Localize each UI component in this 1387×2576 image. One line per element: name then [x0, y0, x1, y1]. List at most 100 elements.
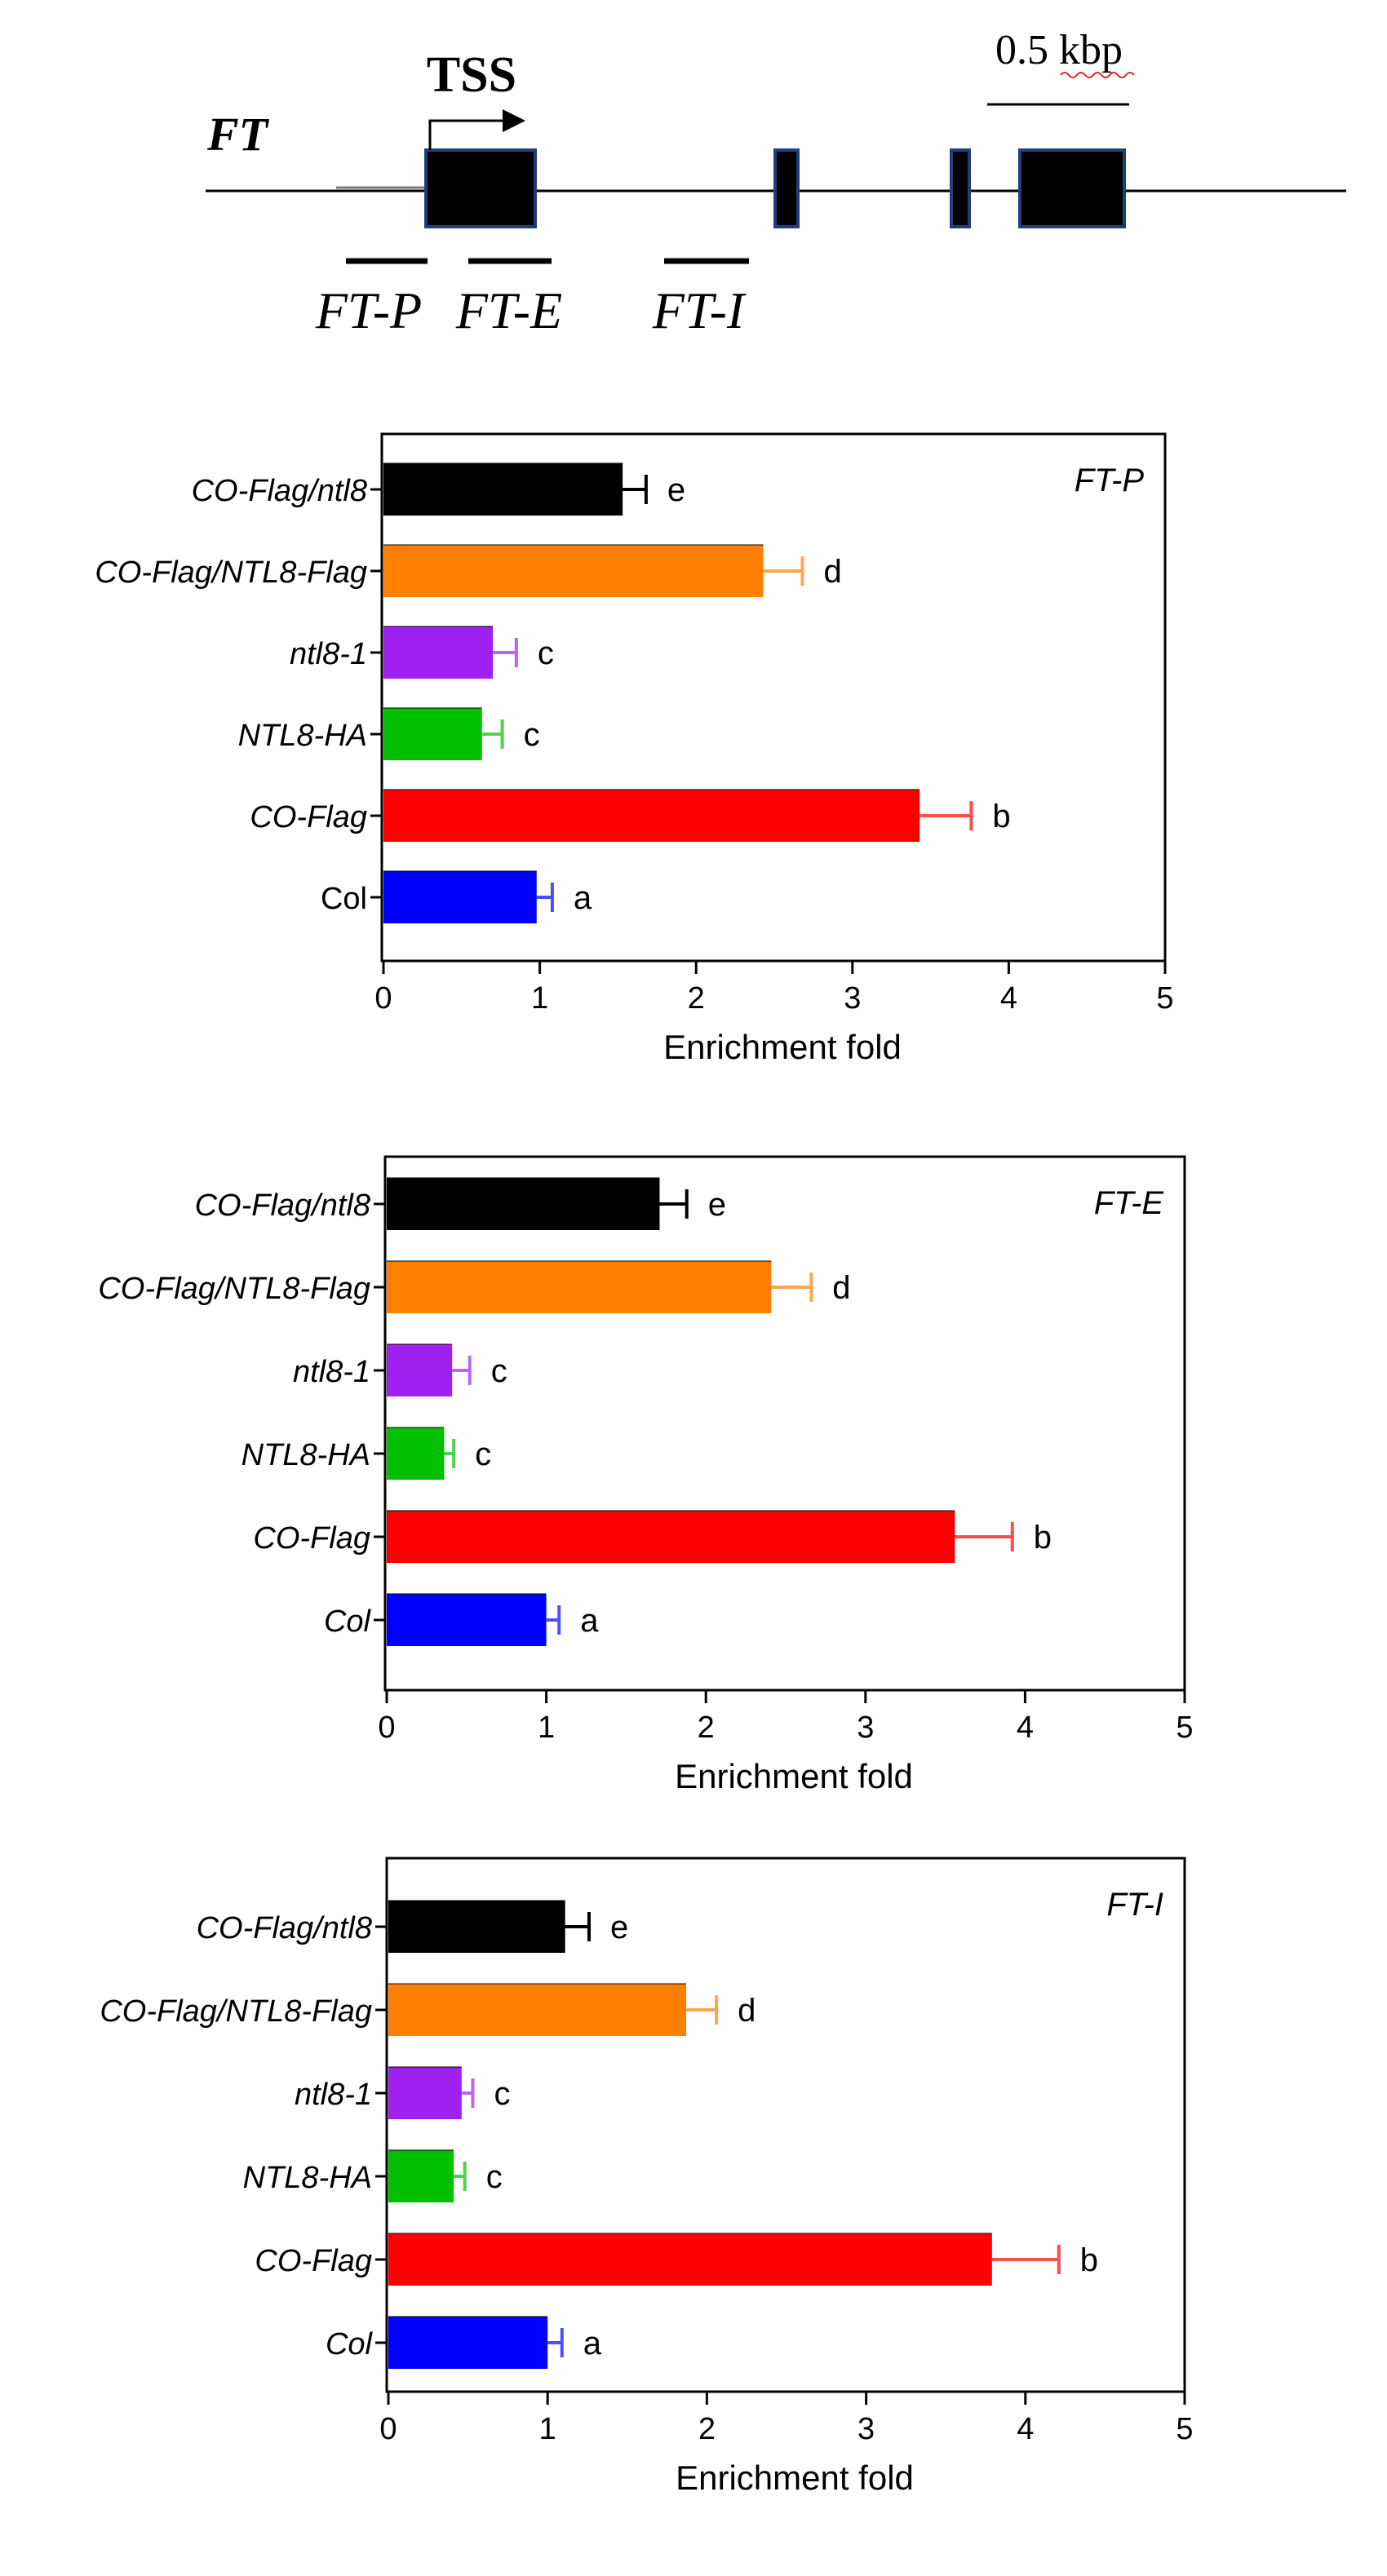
x-tick-label: 0 [378, 1711, 395, 1745]
chart-title: FT-I [1106, 1887, 1163, 1923]
region-label-ft-p: FT-P [315, 281, 422, 339]
x-tick-label: 5 [1176, 2412, 1193, 2446]
bar [388, 2317, 548, 2369]
significance-label: c [524, 717, 540, 753]
significance-label: c [491, 1353, 507, 1389]
plot-frame [383, 1155, 1186, 1692]
bar [383, 790, 920, 842]
significance-label: a [580, 1603, 599, 1639]
significance-label: a [574, 880, 592, 916]
significance-label: d [832, 1270, 850, 1306]
category-label: CO-Flag/NTL8-Flag [100, 1994, 372, 2029]
bar [383, 708, 482, 760]
category-label: Col [321, 882, 367, 916]
bar [387, 1511, 955, 1563]
bar [383, 463, 623, 516]
x-axis-label: Enrichment fold [663, 1028, 902, 1066]
exon-3 [950, 148, 971, 228]
category-label: NTL8-HA [242, 1438, 370, 1472]
category-label: NTL8-HA [243, 2161, 372, 2195]
charts: FT-P CO-Flag/ntl8 e CO-Flag/NTL8-Flag d ntl8-… [95, 432, 1194, 2497]
x-tick-label: 1 [539, 2412, 556, 2446]
bar [387, 1427, 445, 1480]
category-label: NTL8-HA [238, 719, 367, 753]
x-tick-label: 4 [1017, 2412, 1034, 2446]
x-tick-label: 5 [1176, 1711, 1193, 1745]
significance-label: c [494, 2076, 510, 2112]
x-tick-label: 2 [688, 981, 705, 1016]
significance-label: c [486, 2159, 503, 2195]
exon-4 [1018, 148, 1126, 228]
category-label: CO-Flag [250, 800, 367, 834]
scale-label: 0.5 kbp [995, 27, 1123, 73]
tss-arrow [428, 119, 504, 150]
x-axis-label: Enrichment fold [675, 1757, 913, 1795]
bar [383, 545, 764, 597]
significance-label: c [475, 1436, 491, 1472]
x-tick-label: 3 [857, 2412, 875, 2446]
x-tick-label: 2 [698, 1711, 715, 1745]
significance-label: d [823, 554, 841, 590]
category-label: CO-Flag [255, 2244, 372, 2278]
plot-frame [380, 432, 1167, 963]
bar [388, 1984, 687, 2036]
gene-diagram: TSS FT 0.5 kbp FT-P FT-E FT-I [206, 27, 1346, 339]
category-label: CO-Flag/ntl8 [192, 474, 367, 508]
significance-label: b [992, 799, 1010, 834]
region-label-ft-i: FT-I [652, 281, 747, 339]
tss-label: TSS [427, 47, 516, 103]
category-label: CO-Flag/NTL8-Flag [98, 1272, 370, 1306]
plot-frame [385, 1857, 1186, 2393]
category-label: ntl8-1 [293, 1355, 370, 1389]
exon-1 [424, 148, 537, 228]
bar [387, 1344, 453, 1396]
category-label: CO-Flag/ntl8 [197, 1911, 372, 1945]
chart-title: FT-P [1075, 463, 1145, 498]
gene-label: FT [206, 108, 270, 161]
x-axis-label: Enrichment fold [676, 2459, 914, 2497]
significance-label: e [610, 1910, 628, 1945]
significance-label: e [667, 472, 685, 508]
chart-2: FT-I CO-Flag/ntl8 e CO-Flag/NTL8-Flag d ntl8-… [100, 1857, 1194, 2497]
chart-1: FT-E CO-Flag/ntl8 e CO-Flag/NTL8-Flag d ntl8-… [98, 1155, 1194, 1795]
x-tick-label: 3 [857, 1711, 874, 1745]
category-label: ntl8-1 [295, 2078, 372, 2112]
x-tick-label: 4 [1000, 981, 1017, 1016]
bar [387, 1594, 547, 1646]
category-label: ntl8-1 [290, 637, 367, 671]
category-label: Col [326, 2327, 374, 2361]
bar [387, 1261, 772, 1313]
chart-0: FT-P CO-Flag/ntl8 e CO-Flag/NTL8-Flag d ntl8-… [95, 432, 1174, 1066]
bar [387, 1178, 660, 1230]
x-tick-label: 5 [1156, 981, 1173, 1016]
bar [383, 871, 537, 923]
significance-label: d [738, 1993, 756, 2029]
x-tick-label: 2 [698, 2412, 716, 2446]
bar [388, 2233, 992, 2286]
category-label: Col [324, 1604, 372, 1639]
bar [388, 2067, 462, 2119]
significance-label: b [1034, 1520, 1052, 1556]
significance-label: c [538, 635, 554, 671]
bar [388, 1901, 565, 1953]
x-tick-label: 1 [538, 1711, 555, 1745]
spellcheck-underline [1060, 72, 1135, 78]
region-label-ft-e: FT-E [455, 281, 562, 339]
x-tick-label: 0 [374, 981, 392, 1016]
x-tick-label: 1 [531, 981, 548, 1016]
category-label: CO-Flag [253, 1521, 370, 1556]
exon-2 [773, 148, 800, 228]
category-label: CO-Flag/NTL8-Flag [95, 555, 367, 590]
tss-arrow-head [503, 109, 525, 132]
x-tick-label: 0 [379, 2412, 397, 2446]
category-label: CO-Flag/ntl8 [195, 1188, 370, 1223]
significance-label: b [1080, 2242, 1098, 2278]
bar [388, 2150, 454, 2202]
bar [383, 626, 494, 679]
significance-label: a [583, 2326, 602, 2361]
chart-title: FT-E [1094, 1185, 1165, 1221]
x-tick-label: 3 [844, 981, 861, 1016]
x-tick-label: 4 [1017, 1711, 1034, 1745]
significance-label: e [708, 1187, 726, 1223]
